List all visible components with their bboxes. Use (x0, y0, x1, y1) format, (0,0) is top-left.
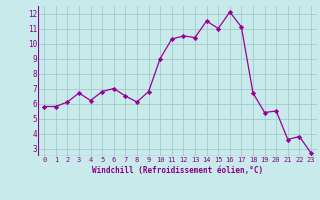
X-axis label: Windchill (Refroidissement éolien,°C): Windchill (Refroidissement éolien,°C) (92, 166, 263, 175)
